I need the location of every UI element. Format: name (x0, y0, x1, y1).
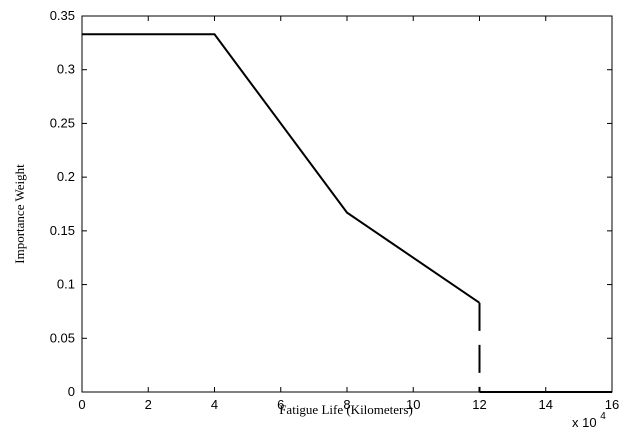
x-axis-tick-label: 4 (211, 397, 218, 412)
x-axis-scale-exponent: 4 (600, 411, 606, 422)
x-axis-tick-label: 2 (145, 397, 152, 412)
x-axis-tick-label: 6 (277, 397, 284, 412)
x-axis-tick-label: 12 (472, 397, 486, 412)
series-line-1 (82, 33, 481, 304)
plot-area-border (81, 15, 613, 393)
y-axis-label: Importance Weight (12, 164, 27, 264)
y-axis-tick-label: 0.3 (57, 62, 75, 77)
y-axis-tick-label: 0.15 (50, 223, 75, 238)
x-axis-tick-label: 16 (605, 397, 619, 412)
x-axis-scale-base: x 10 (572, 415, 597, 430)
y-axis-tick-label: 0.05 (50, 330, 75, 345)
y-axis-tick-label: 0.25 (50, 115, 75, 130)
x-axis-tick-label: 0 (78, 397, 85, 412)
x-axis-tick-label: 8 (343, 397, 350, 412)
x-axis-label: Fatigue Life (Kilometers) (279, 402, 413, 417)
plot-frame (81, 15, 613, 393)
y-axis-tick-label: 0.35 (50, 8, 75, 23)
x-axis-scale-label: x 10 4 (572, 411, 606, 430)
series-layer (82, 33, 612, 393)
x-axis-tick-label: 10 (406, 397, 420, 412)
y-axis-tick-label: 0 (68, 384, 75, 399)
y-axis-tick-label: 0.2 (57, 169, 75, 184)
y-axis-tick-label: 0.1 (57, 277, 75, 292)
x-axis-tick-label: 14 (539, 397, 553, 412)
